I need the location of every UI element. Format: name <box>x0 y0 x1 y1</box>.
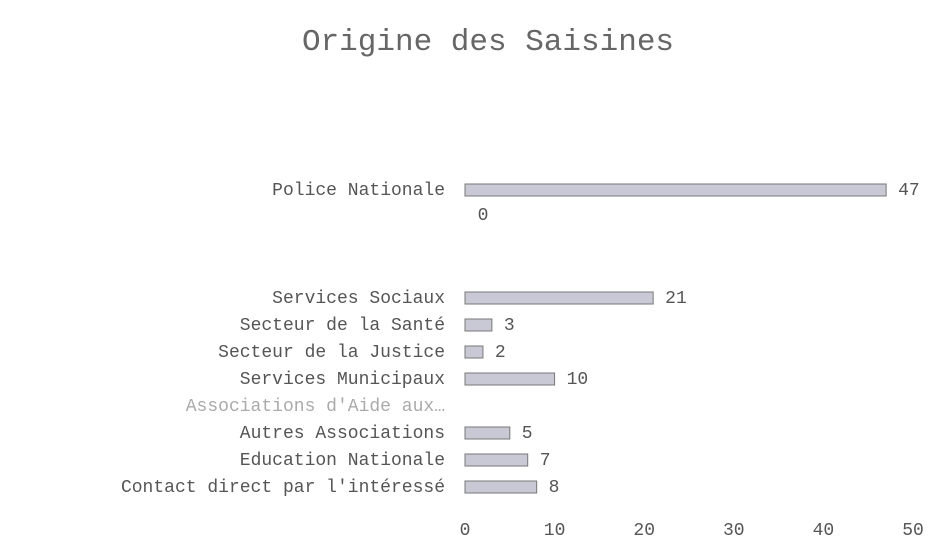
x-tick-label: 40 <box>813 521 835 541</box>
bar <box>464 453 529 467</box>
x-tick-label: 30 <box>723 521 745 541</box>
chart-title: Origine des Saisines <box>302 25 674 60</box>
y-tick-label: Contact direct par l'intéressé <box>121 478 445 498</box>
bar <box>464 183 887 197</box>
y-tick-label: Secteur de la Justice <box>218 343 445 363</box>
x-tick-label: 20 <box>633 521 655 541</box>
bar <box>464 426 511 440</box>
y-tick-label: Associations d'Aide aux… <box>186 397 445 417</box>
y-tick-label: Services Municipaux <box>240 370 445 390</box>
y-tick-label: Autres Associations <box>240 424 445 444</box>
y-tick-label: Police Nationale <box>272 181 445 201</box>
value-label: 47 <box>898 181 920 201</box>
bar <box>464 291 654 305</box>
x-tick-label: 10 <box>544 521 566 541</box>
value-label: 5 <box>522 424 533 444</box>
value-label: 3 <box>504 316 515 336</box>
bar <box>464 318 493 332</box>
x-tick-label: 50 <box>902 521 924 541</box>
value-label: 0 <box>478 206 489 226</box>
value-label: 8 <box>549 478 560 498</box>
y-tick-label: Education Nationale <box>240 451 445 471</box>
y-tick-label: Secteur de la Santé <box>240 316 445 336</box>
bar <box>464 372 556 386</box>
value-label: 2 <box>495 343 506 363</box>
value-label: 7 <box>540 451 551 471</box>
value-label: 21 <box>665 289 687 309</box>
bar <box>464 345 484 359</box>
value-label: 10 <box>567 370 589 390</box>
x-tick-label: 0 <box>460 521 471 541</box>
y-tick-label: Services Sociaux <box>272 289 445 309</box>
bar <box>464 480 538 494</box>
